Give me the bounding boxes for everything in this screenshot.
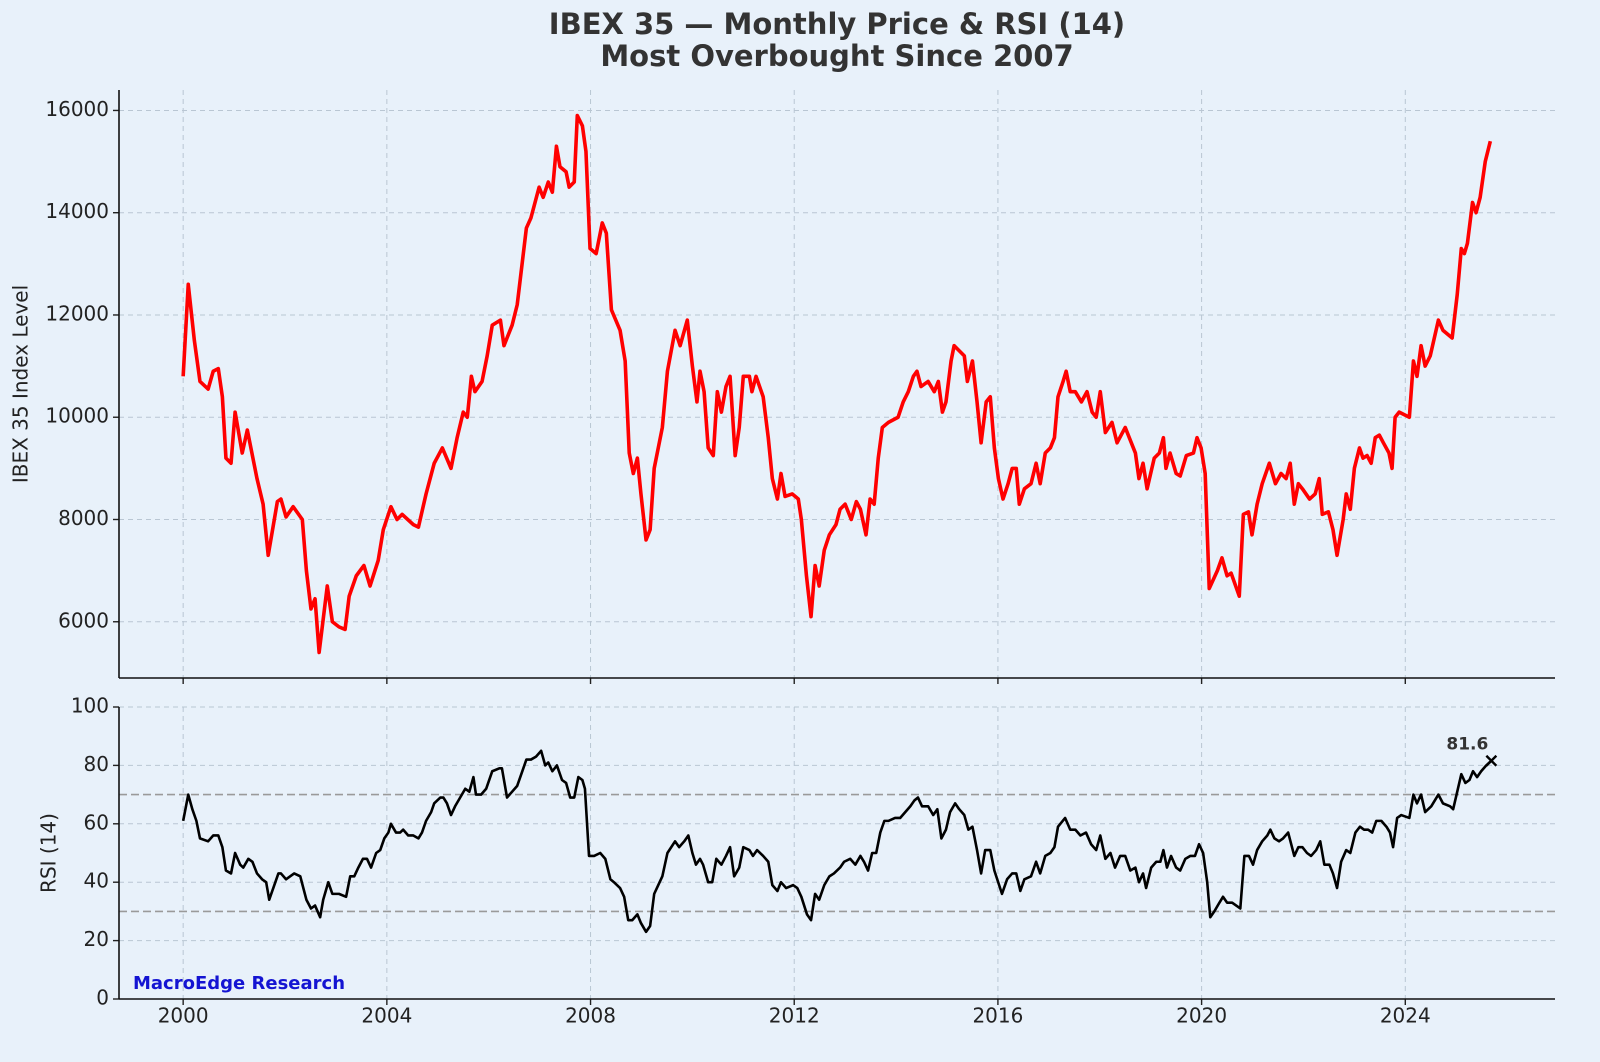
y-tick-label: 6000: [58, 608, 109, 632]
y-tick-label: 8000: [58, 506, 109, 530]
y-tick-label: 10000: [45, 404, 109, 428]
x-tick-label: 2012: [769, 1004, 820, 1028]
y-tick-label: 20: [84, 927, 109, 951]
chart-subtitle: Most Overbought Since 2007: [600, 39, 1073, 73]
x-tick-label: 2020: [1176, 1004, 1227, 1028]
chart-title: IBEX 35 — Monthly Price & RSI (14): [549, 7, 1125, 41]
y-tick-label: 100: [71, 694, 109, 718]
price-line: [181, 113, 1493, 655]
y-tick-label: 40: [84, 869, 109, 893]
y-tick-label: 80: [84, 752, 109, 776]
x-tick-label: 2008: [565, 1004, 616, 1028]
y-tick-label: 60: [84, 810, 109, 834]
y-tick-label: 0: [96, 986, 109, 1010]
price-line: [181, 749, 1493, 934]
x-tick-label: 2024: [1380, 1004, 1431, 1028]
last-point-marker: [1485, 754, 1498, 767]
watermark: MacroEdge Research: [133, 973, 345, 994]
y-axis-label: IBEX 35 Index Level: [9, 285, 33, 483]
y-tick-label: 12000: [45, 301, 109, 325]
last-value-label: 81.6: [1446, 735, 1488, 755]
y-axis-label: RSI (14): [37, 813, 61, 893]
y-tick-label: 16000: [45, 97, 109, 121]
x-tick-label: 2000: [158, 1004, 209, 1028]
x-tick-label: 2004: [361, 1004, 412, 1028]
x-tick-label: 2016: [972, 1004, 1023, 1028]
y-tick-label: 14000: [45, 199, 109, 223]
